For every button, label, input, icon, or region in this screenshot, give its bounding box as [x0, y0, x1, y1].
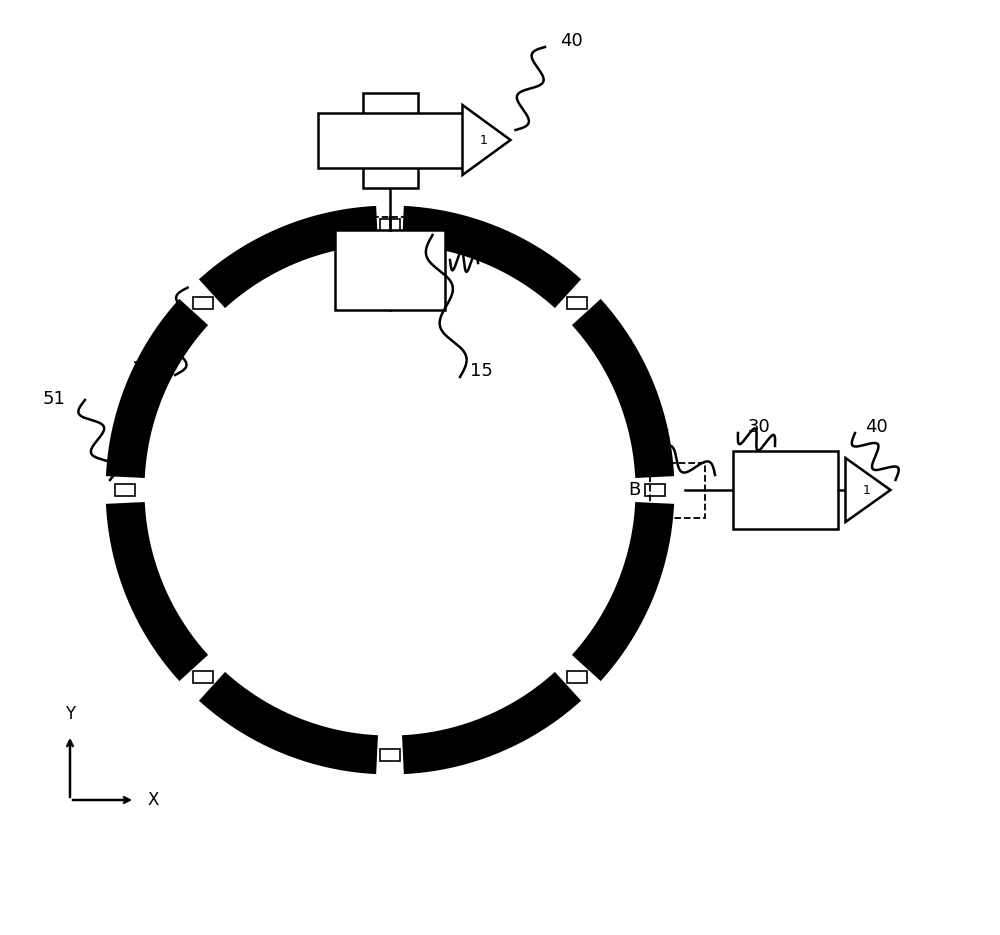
Text: 1: 1	[480, 134, 488, 147]
Polygon shape	[846, 458, 891, 522]
Text: B: B	[628, 481, 640, 499]
Text: 30: 30	[748, 418, 771, 436]
Bar	[352, 217, 428, 272]
Bar	[567, 671, 587, 683]
Text: 15: 15	[648, 428, 671, 446]
Text: X: X	[147, 791, 158, 809]
Bar	[567, 296, 587, 309]
Text: A: A	[356, 285, 369, 303]
Bar	[362, 93, 418, 188]
Bar	[318, 112, 462, 167]
Text: 30: 30	[488, 248, 511, 266]
Text: 15: 15	[470, 362, 493, 380]
Bar	[380, 749, 400, 761]
Bar	[380, 219, 400, 231]
Text: Y: Y	[65, 705, 75, 723]
Text: 51: 51	[42, 390, 65, 408]
Text: 10: 10	[132, 360, 155, 378]
Text: 40: 40	[865, 418, 888, 436]
Bar	[645, 484, 665, 496]
Bar	[335, 230, 445, 310]
Bar	[115, 484, 135, 496]
Bar	[193, 296, 213, 309]
Text: 40: 40	[560, 32, 583, 50]
Bar	[193, 671, 213, 683]
Bar	[732, 451, 838, 529]
Polygon shape	[462, 105, 511, 175]
Text: 1: 1	[863, 483, 871, 496]
Bar	[650, 463, 705, 517]
